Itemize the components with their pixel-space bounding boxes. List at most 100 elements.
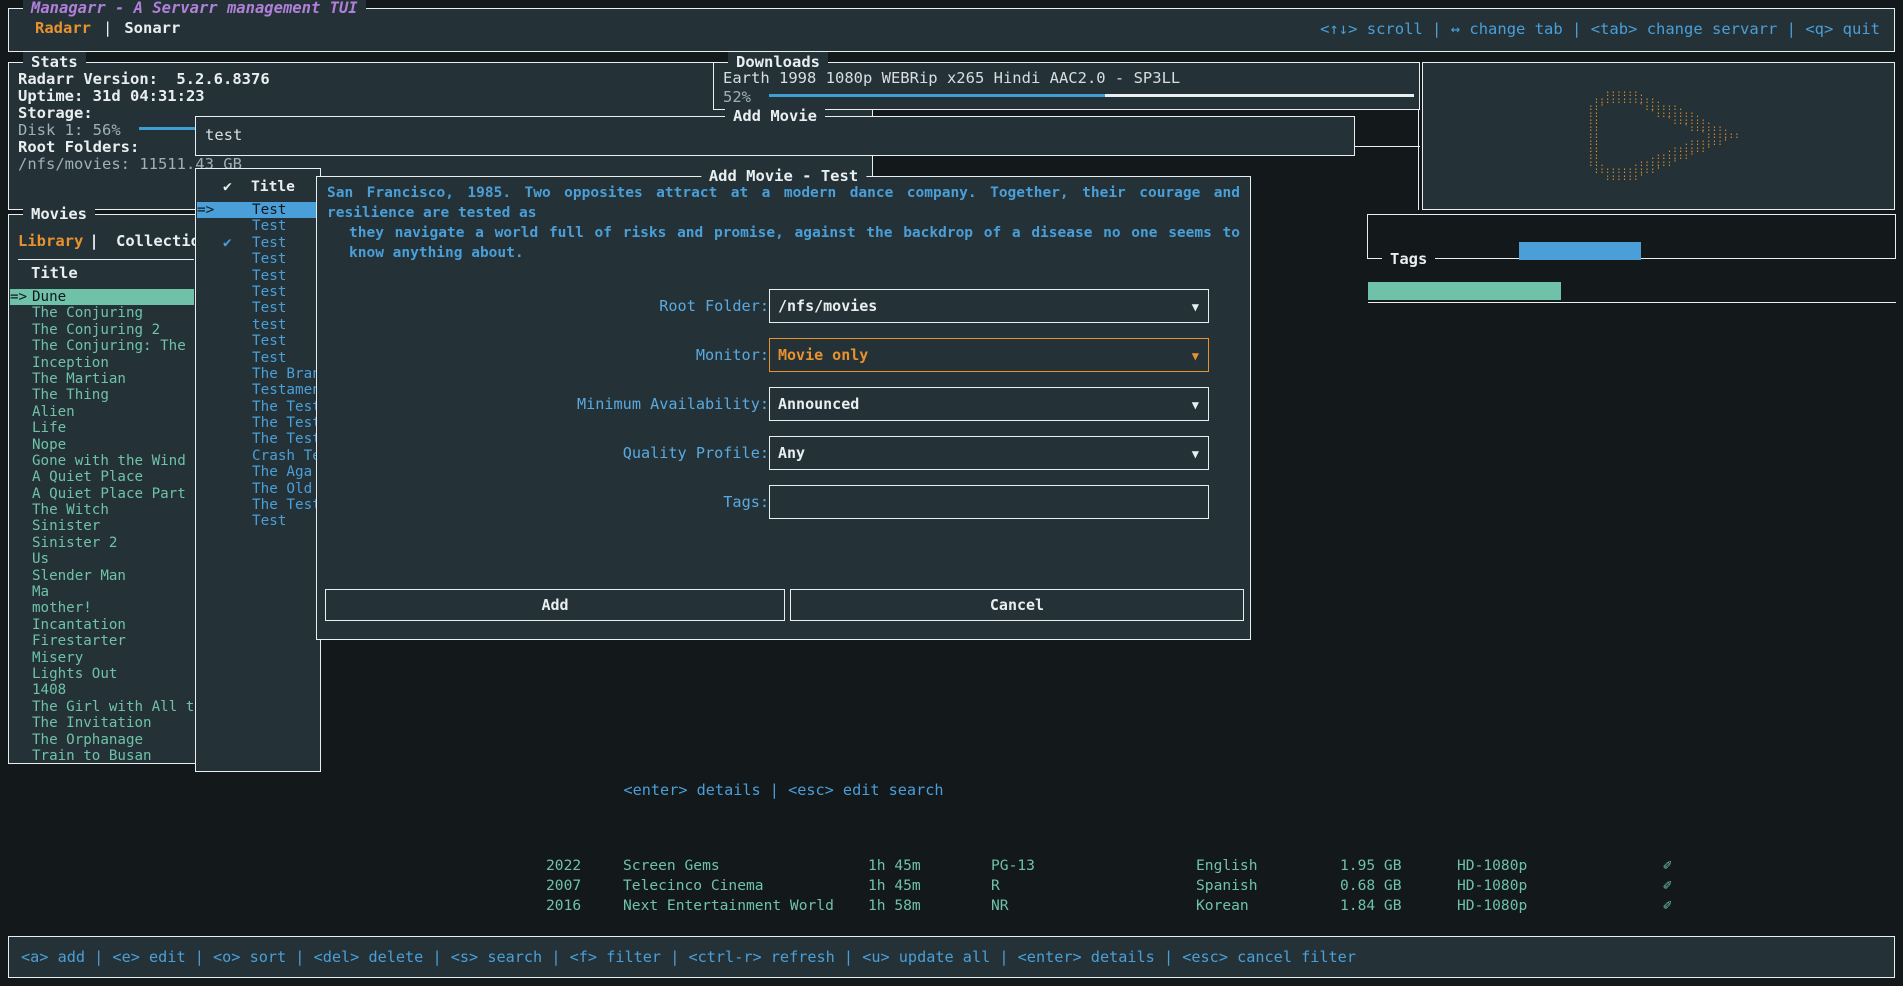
- field-input[interactable]: Announced ▼: [769, 387, 1209, 421]
- add-movie-search-input[interactable]: test: [205, 126, 243, 144]
- edit-pencil-icon[interactable]: ✐: [1663, 857, 1672, 874]
- movie-list-item[interactable]: =>Ma: [10, 584, 194, 600]
- movies-list[interactable]: =>Dune=>The Conjuring=>The Conjuring 2=>…: [10, 289, 194, 761]
- search-result-row[interactable]: =>Test: [197, 350, 319, 366]
- movie-list-item[interactable]: =>Sinister: [10, 518, 194, 534]
- tab-radarr[interactable]: Radarr: [35, 19, 91, 37]
- search-result-row[interactable]: =>The Bran: [197, 366, 319, 382]
- add-button[interactable]: Add: [325, 589, 785, 621]
- field-value: Announced: [778, 395, 860, 413]
- form-field-row: Minimum Availability: Announced ▼: [317, 387, 1250, 421]
- chevron-down-icon[interactable]: ▼: [1191, 349, 1199, 363]
- movie-overview: San Francisco, 1985. Two opposites attra…: [327, 183, 1240, 263]
- cancel-button[interactable]: Cancel: [790, 589, 1244, 621]
- field-input[interactable]: Any ▼: [769, 436, 1209, 470]
- tab-library[interactable]: Library: [18, 232, 84, 250]
- search-result-row[interactable]: =>Test: [197, 251, 319, 267]
- radarr-version-label: Radarr Version:: [18, 70, 158, 88]
- table-row[interactable]: 2022 Screen Gems 1h 45m PG-13 English 1.95 GB…: [196, 856, 1896, 876]
- movie-list-item[interactable]: =>A Quiet Place: [10, 469, 194, 485]
- search-result-row[interactable]: =>✔Test: [197, 235, 319, 251]
- chevron-down-icon[interactable]: ▼: [1191, 398, 1199, 412]
- movie-list-item[interactable]: =>Slender Man: [10, 568, 194, 584]
- movie-title: The Conjuring: The De: [32, 338, 194, 355]
- movie-list-item[interactable]: =>The Witch: [10, 502, 194, 518]
- cell-size: 0.68 GB: [1340, 877, 1402, 894]
- search-results-list[interactable]: =>Test=>Test=>✔Test=>Test=>Test=>Test=>T…: [197, 202, 319, 769]
- table-row[interactable]: 2016 Next Entertainment World 1h 58m NR Kore…: [196, 896, 1896, 916]
- movie-list-item[interactable]: => Dune: [10, 289, 194, 306]
- movie-list-item[interactable]: =>Sinister 2: [10, 535, 194, 551]
- cell-quality: HD-1080p: [1457, 877, 1528, 894]
- add-movie-search-box[interactable]: Add Movie test: [195, 106, 1355, 156]
- table-row[interactable]: 2007 Telecinco Cinema 1h 45m R Spanish 0.68 G…: [196, 876, 1896, 896]
- search-result-row[interactable]: =>Test: [197, 202, 319, 219]
- movie-list-item[interactable]: =>Life: [10, 420, 194, 436]
- movie-list-item[interactable]: =>Inception: [10, 355, 194, 371]
- search-result-row[interactable]: =>Test: [197, 513, 319, 529]
- field-label: Tags:: [723, 493, 769, 511]
- movie-list-item[interactable]: =>The Martian: [10, 371, 194, 387]
- search-result-title: The Test: [252, 431, 319, 448]
- search-result-title: The Test: [252, 415, 319, 432]
- tab-collections[interactable]: Collections: [116, 232, 219, 250]
- movie-list-item[interactable]: =>The Invitation: [10, 715, 194, 731]
- search-result-row[interactable]: =>Test: [197, 300, 319, 316]
- edit-pencil-icon[interactable]: ✐: [1663, 877, 1672, 894]
- movie-list-item[interactable]: =>The Thing: [10, 387, 194, 403]
- add-movie-search-legend: Add Movie: [725, 106, 825, 126]
- search-result-row[interactable]: =>Test: [197, 333, 319, 349]
- movie-list-item[interactable]: =>The Conjuring 2: [10, 322, 194, 338]
- field-input[interactable]: [769, 485, 1209, 519]
- form-field-row: Root Folder: /nfs/movies ▼: [317, 289, 1250, 323]
- search-result-row[interactable]: =>Testamen: [197, 382, 319, 398]
- chevron-down-icon[interactable]: ▼: [1191, 447, 1199, 461]
- movie-list-item[interactable]: =>Firestarter: [10, 633, 194, 649]
- search-result-row[interactable]: =>The Aga': [197, 464, 319, 480]
- movie-title: Inception: [32, 354, 109, 371]
- search-result-row[interactable]: =>Crash Te: [197, 448, 319, 464]
- movie-list-item[interactable]: =>The Conjuring: The De: [10, 338, 194, 354]
- movie-title: Sinister 2: [32, 534, 118, 551]
- checkmark-icon[interactable]: ✔: [223, 234, 232, 251]
- search-result-row[interactable]: =>test: [197, 317, 319, 333]
- movie-list-item[interactable]: =>Train to Busan: [10, 748, 194, 761]
- movie-list-item[interactable]: =>Alien: [10, 404, 194, 420]
- movie-list-item[interactable]: =>mother!: [10, 600, 194, 616]
- bottom-help-text: <a> add | <e> edit | <o> sort | <del> de…: [21, 948, 1356, 966]
- movie-list-item[interactable]: =>Nope: [10, 437, 194, 453]
- movies-divider: [18, 259, 194, 260]
- cell-quality: HD-1080p: [1457, 857, 1528, 874]
- tab-sonarr[interactable]: Sonarr: [124, 19, 181, 37]
- movie-list-item[interactable]: =>The Conjuring: [10, 305, 194, 321]
- movie-list-item[interactable]: =>The Orphanage: [10, 732, 194, 748]
- search-result-row[interactable]: =>Test: [197, 218, 319, 234]
- modal-hint-text: <enter> details | <esc> edit search: [623, 781, 944, 799]
- movie-list-item[interactable]: =>Misery: [10, 650, 194, 666]
- search-result-row[interactable]: =>The Test: [197, 431, 319, 447]
- edit-pencil-icon[interactable]: ✐: [1663, 897, 1672, 914]
- bg-divider-right-top: [1368, 214, 1896, 215]
- movie-list-item[interactable]: =>Lights Out: [10, 666, 194, 682]
- download-progress-bar: [769, 94, 1415, 97]
- bg-divider-right-vert2: [1895, 214, 1896, 259]
- search-result-row[interactable]: =>The Test: [197, 399, 319, 415]
- logo-panel: ::::::. :::::::::::. ::' `::::::. :: `::…: [1422, 62, 1895, 210]
- bg-divider-mid-vert: [1418, 110, 1419, 210]
- downloads-legend: Downloads: [728, 52, 828, 72]
- search-result-row[interactable]: =>Test: [197, 268, 319, 284]
- chevron-down-icon[interactable]: ▼: [1191, 300, 1199, 314]
- movie-list-item[interactable]: =>The Girl with All the: [10, 699, 194, 715]
- movie-list-item[interactable]: =>A Quiet Place Part II: [10, 486, 194, 502]
- search-result-row[interactable]: =>The Test: [197, 497, 319, 513]
- search-result-row[interactable]: =>The Old: [197, 481, 319, 497]
- field-input[interactable]: Movie only ▼: [769, 338, 1209, 372]
- movie-list-item[interactable]: =>1408: [10, 682, 194, 698]
- movie-list-item[interactable]: =>Incantation: [10, 617, 194, 633]
- search-result-row[interactable]: =>Test: [197, 284, 319, 300]
- field-input[interactable]: /nfs/movies ▼: [769, 289, 1209, 323]
- search-results-panel[interactable]: ✔ Title =>Test=>Test=>✔Test=>Test=>Test=…: [195, 168, 321, 772]
- search-result-row[interactable]: =>The Test: [197, 415, 319, 431]
- movie-list-item[interactable]: =>Us: [10, 551, 194, 567]
- movie-list-item[interactable]: =>Gone with the Wind: [10, 453, 194, 469]
